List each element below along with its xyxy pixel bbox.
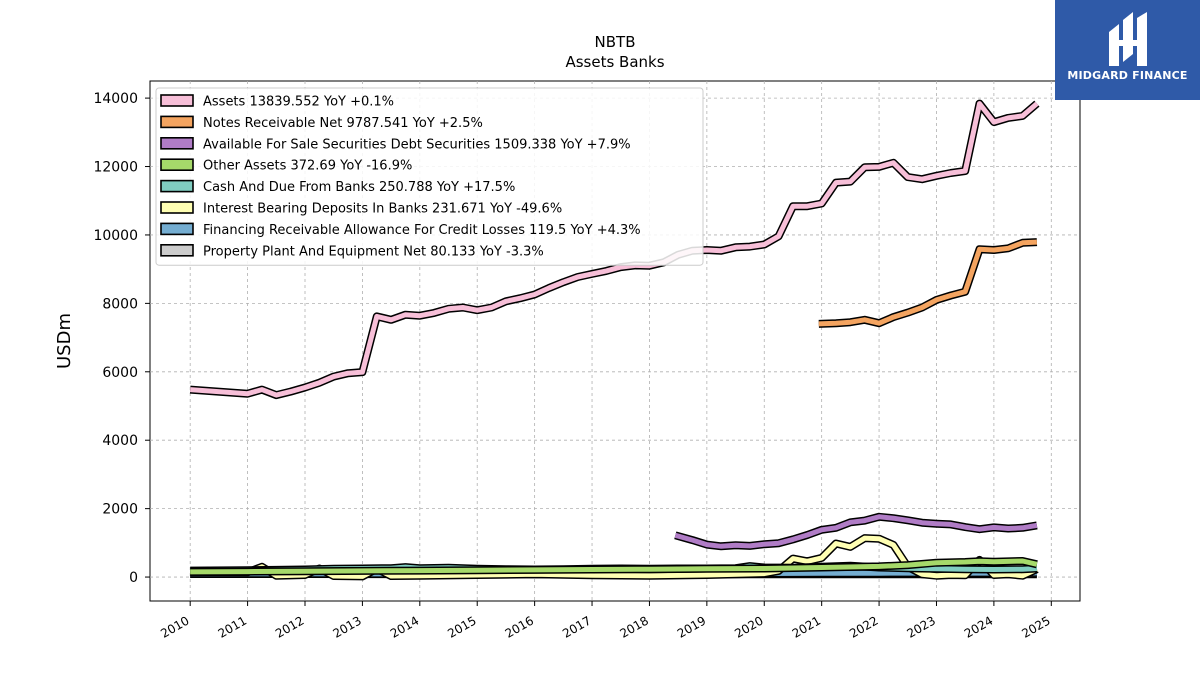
x-tick-label: 2011 (216, 613, 249, 640)
y-tick-label: 0 (129, 570, 138, 586)
legend-label: Financing Receivable Allowance For Credi… (203, 223, 641, 238)
legend-label: Notes Receivable Net 9787.541 YoY +2.5% (203, 116, 483, 131)
legend-label: Property Plant And Equipment Net 80.133 … (203, 244, 544, 259)
legend-swatch (160, 158, 194, 171)
x-tick-label: 2018 (617, 613, 650, 640)
x-tick-label: 2022 (847, 613, 880, 640)
legend-label: Assets 13839.552 YoY +0.1% (203, 95, 394, 110)
y-tick-label: 10000 (93, 228, 138, 244)
legend-swatch (160, 244, 194, 257)
y-tick-label: 14000 (93, 91, 138, 107)
x-tick-label: 2010 (158, 613, 191, 640)
brand-logo: MIDGARD FINANCE (1055, 0, 1200, 100)
legend: Assets 13839.552 YoY +0.1% Notes Receivab… (155, 87, 704, 266)
x-tick-label: 2019 (675, 613, 708, 640)
legend-swatch (160, 222, 194, 236)
x-tick-label: 2021 (790, 613, 823, 640)
legend-label: Interest Bearing Deposits In Banks 231.6… (203, 202, 562, 217)
x-tick-label: 2014 (388, 613, 421, 640)
series-line-stroke (674, 514, 1038, 549)
y-tick-label: 8000 (102, 296, 138, 312)
series-line (674, 512, 1038, 551)
legend-label: Available For Sale Securities Debt Secur… (203, 137, 631, 152)
x-tick-label: 2013 (330, 613, 363, 640)
legend-label: Other Assets 372.69 YoY -16.9% (203, 159, 412, 174)
series-line-stroke (818, 239, 1038, 327)
y-tick-label: 6000 (102, 365, 138, 381)
legend-swatch (160, 201, 194, 214)
chart-subtitle: Assets Banks (565, 53, 664, 71)
legend-swatch (160, 137, 194, 150)
series-line (818, 238, 1038, 328)
legend-swatch (160, 179, 194, 193)
legend-swatch (160, 94, 194, 107)
y-axis-label: USDm (54, 313, 75, 369)
y-tick-label: 2000 (102, 502, 138, 518)
brand-name: MIDGARD FINANCE (1067, 69, 1188, 82)
chart-title: NBTB (595, 33, 636, 51)
legend-box (155, 87, 704, 266)
x-tick-label: 2012 (273, 613, 306, 640)
x-tick-label: 2020 (732, 613, 765, 640)
y-tick-label: 12000 (93, 160, 138, 176)
x-tick-label: 2015 (445, 613, 478, 640)
y-tick-label: 4000 (102, 433, 138, 449)
x-tick-label: 2023 (905, 613, 938, 640)
legend-label: Cash And Due From Banks 250.788 YoY +17.… (203, 180, 515, 195)
x-tick-label: 2025 (1019, 613, 1052, 640)
legend-swatch (160, 115, 194, 129)
x-tick-label: 2017 (560, 613, 593, 640)
brand-logo-icon (1109, 12, 1147, 66)
x-tick-label: 2024 (962, 613, 995, 640)
x-tick-label: 2016 (503, 613, 536, 640)
series-line-stroke (190, 558, 1038, 575)
series-line (190, 557, 1038, 576)
